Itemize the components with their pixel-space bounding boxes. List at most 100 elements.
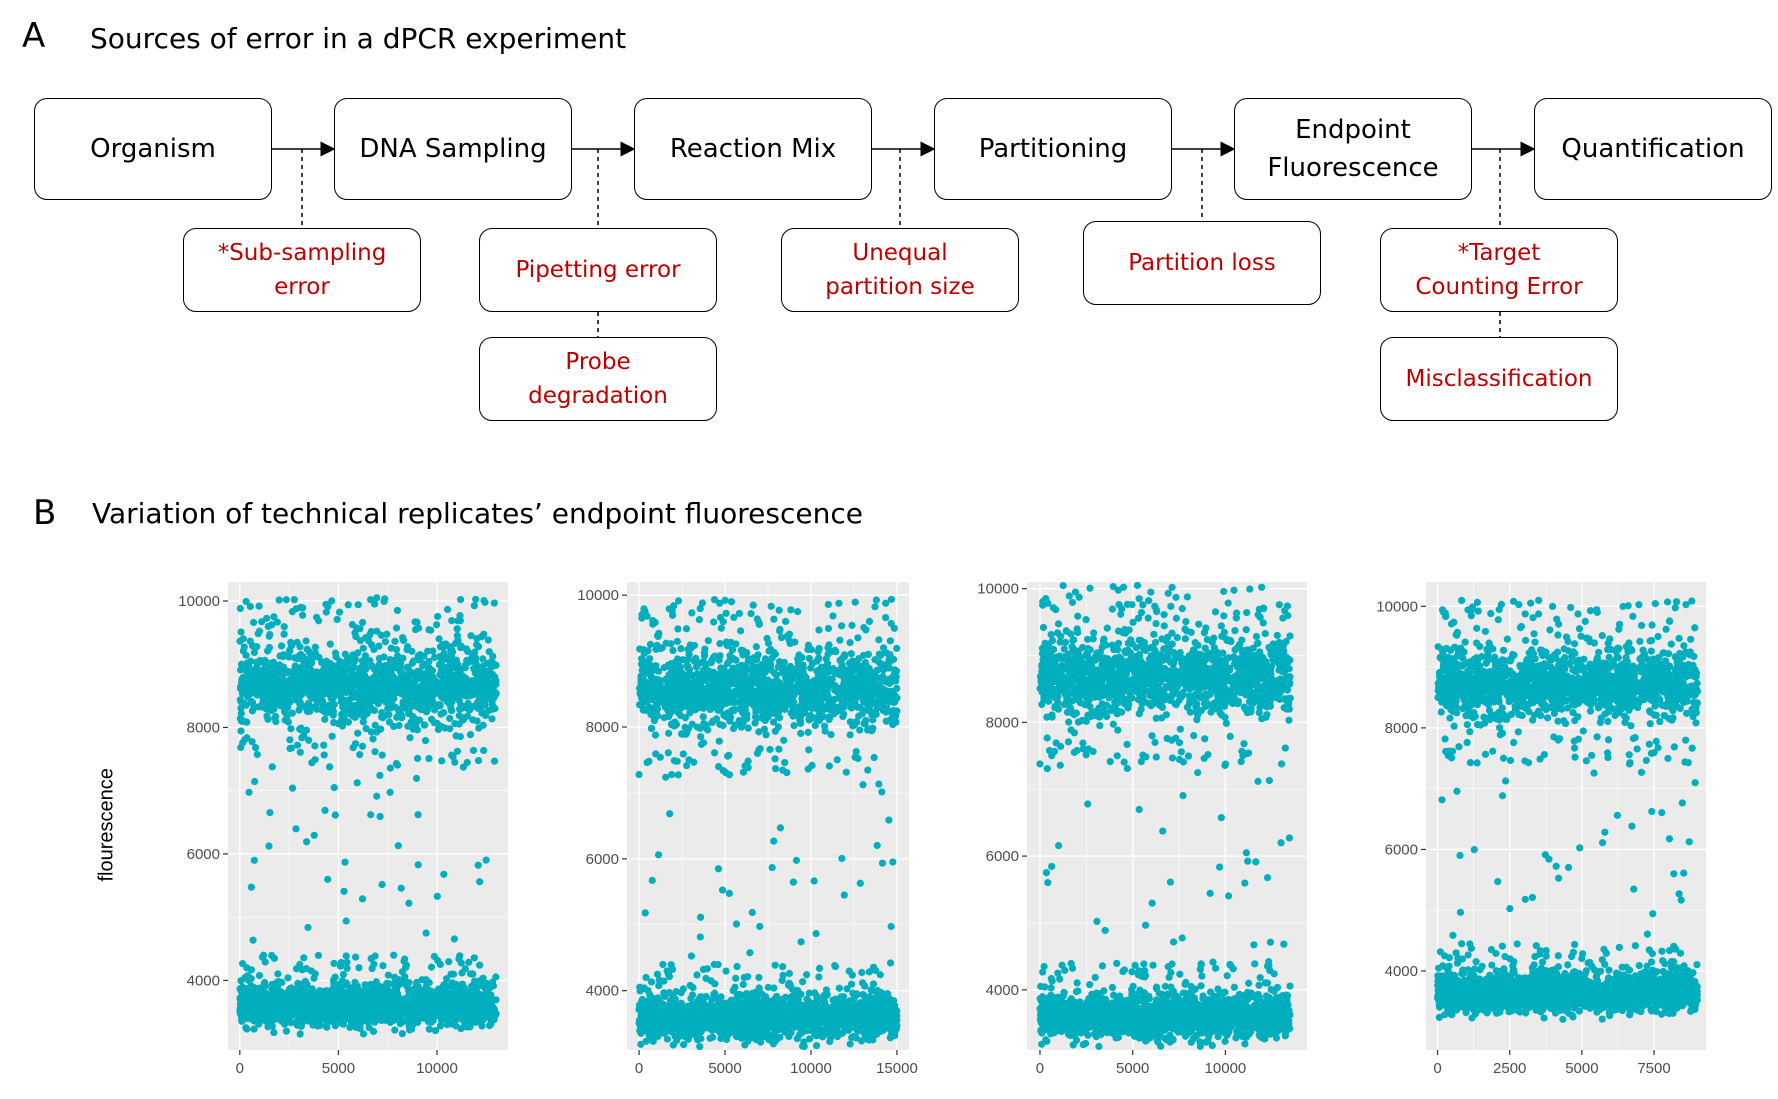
data-point — [846, 731, 854, 739]
data-point — [749, 670, 757, 678]
data-point — [333, 615, 341, 624]
data-point — [790, 722, 798, 730]
data-point — [426, 1001, 434, 1009]
data-point — [425, 1025, 433, 1033]
data-point — [744, 657, 752, 665]
data-point — [275, 596, 283, 604]
data-point — [466, 999, 474, 1007]
data-point — [697, 733, 705, 741]
data-point — [674, 771, 682, 779]
data-point — [481, 598, 489, 606]
data-point — [676, 688, 685, 696]
data-point — [337, 989, 345, 997]
data-point — [358, 742, 367, 750]
data-point — [448, 751, 456, 759]
data-point — [808, 659, 817, 668]
data-point — [825, 641, 833, 649]
data-point — [326, 640, 334, 648]
data-point — [476, 981, 484, 989]
data-point — [429, 647, 437, 655]
data-point — [280, 623, 288, 631]
data-point — [480, 630, 488, 638]
data-point — [851, 692, 859, 700]
data-point — [355, 665, 363, 674]
data-point — [245, 788, 253, 796]
data-point — [775, 745, 783, 753]
data-point — [389, 1010, 397, 1018]
data-point — [757, 679, 765, 687]
data-point — [292, 825, 300, 833]
data-point — [684, 663, 692, 671]
data-point — [443, 605, 452, 614]
data-point — [485, 1013, 494, 1022]
data-point — [797, 729, 805, 738]
data-point — [726, 713, 735, 721]
data-point — [432, 621, 441, 629]
data-point — [821, 685, 829, 693]
x-tick-label: 5000 — [322, 1060, 355, 1077]
data-point — [651, 731, 660, 739]
data-point — [654, 632, 662, 641]
data-point — [721, 596, 729, 604]
data-point — [241, 1015, 249, 1023]
data-point — [705, 682, 713, 690]
data-point — [464, 647, 472, 656]
data-point — [710, 596, 719, 604]
data-point — [771, 727, 779, 735]
data-point — [341, 667, 349, 675]
data-point — [714, 706, 722, 714]
data-point — [492, 973, 500, 981]
data-point — [343, 685, 351, 694]
data-point — [673, 637, 681, 646]
data-point — [472, 595, 480, 603]
data-point — [741, 706, 749, 714]
data-point — [796, 719, 805, 728]
data-point — [709, 717, 717, 725]
data-point — [322, 608, 330, 616]
data-point — [695, 616, 703, 624]
data-point — [466, 731, 475, 739]
data-point — [747, 609, 755, 618]
data-point — [246, 679, 254, 687]
data-point — [238, 689, 246, 698]
data-point — [392, 994, 400, 1002]
data-point — [699, 699, 707, 707]
data-point — [815, 626, 823, 634]
step-reaction-mix: Reaction Mix — [634, 98, 872, 200]
data-point — [346, 679, 354, 687]
data-point — [886, 637, 894, 645]
y-tick-label: 8000 — [187, 719, 220, 736]
data-point — [767, 602, 775, 610]
data-point — [430, 690, 438, 699]
step-label: Reaction Mix — [669, 134, 837, 164]
data-point — [287, 638, 295, 647]
data-point — [328, 986, 336, 994]
data-point — [755, 668, 763, 676]
data-point — [434, 720, 442, 729]
data-point — [469, 746, 478, 755]
data-point — [835, 671, 844, 679]
data-point — [697, 740, 706, 748]
data-point — [268, 621, 276, 629]
data-point — [484, 636, 492, 644]
data-point — [352, 632, 360, 641]
data-point — [276, 990, 285, 999]
data-point — [473, 1014, 481, 1022]
data-point — [466, 692, 474, 700]
data-point — [284, 974, 292, 982]
data-point — [249, 618, 258, 627]
data-point — [737, 723, 745, 731]
data-point — [244, 989, 252, 997]
data-point — [650, 689, 659, 698]
data-point — [821, 722, 829, 730]
data-point — [739, 768, 748, 776]
data-point — [682, 625, 691, 633]
data-point — [259, 951, 268, 959]
data-point — [336, 996, 345, 1004]
data-point — [410, 1004, 418, 1012]
data-point — [823, 668, 831, 676]
data-point — [452, 1013, 460, 1021]
data-point — [446, 725, 454, 733]
data-point — [265, 692, 273, 700]
data-point — [833, 756, 841, 764]
